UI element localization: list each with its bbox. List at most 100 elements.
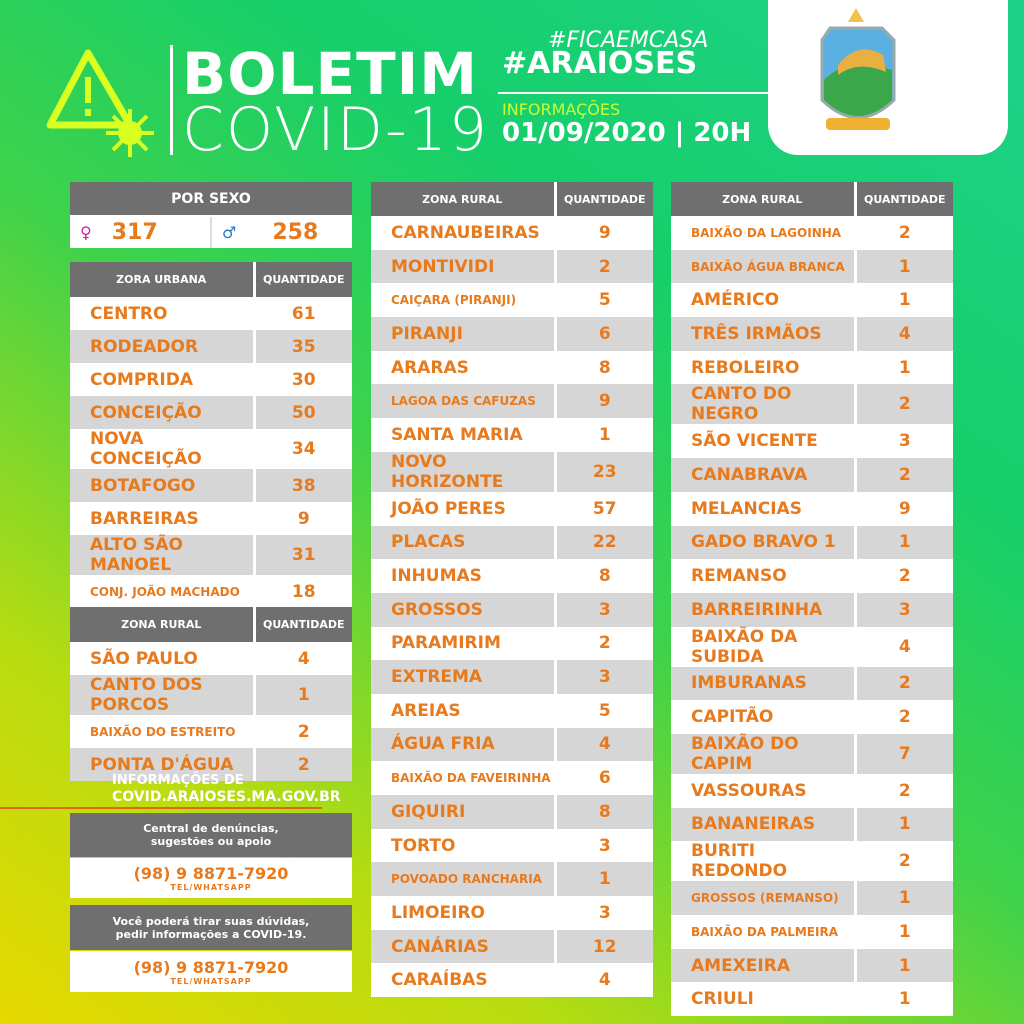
- sexo-header: POR SEXO: [70, 182, 352, 215]
- locality-name: PARAMIRIM: [371, 626, 557, 661]
- case-count: 3: [598, 835, 611, 856]
- locality-name: INHUMAS: [371, 559, 557, 593]
- case-count: 1: [855, 807, 953, 842]
- case-count: 4: [598, 970, 611, 991]
- column-header: ZORA URBANA: [70, 262, 256, 297]
- locality-name: CONCEIÇÃO: [70, 396, 256, 429]
- table-row: BOTAFOGO 38: [70, 469, 352, 502]
- male-icon: ♂: [222, 223, 237, 242]
- table-row: NOVA CONCEIÇÃO 34: [70, 429, 352, 469]
- locality-name: GROSSOS: [371, 592, 557, 627]
- hashtag-ficaemcasa: #FICAEMCASA: [548, 28, 709, 53]
- table-row: LAGOA DAS CAFUZAS 9: [371, 384, 653, 419]
- table-row: BAIXÃO DO CAPIM 7: [671, 733, 953, 774]
- case-count: 50: [254, 396, 352, 429]
- locality-name: REBOLEIRO: [671, 350, 857, 385]
- locality-name: BURITI REDONDO: [671, 841, 857, 882]
- table-row: SÃO PAULO 4: [70, 642, 352, 675]
- table-row: CARNAUBEIRAS 9: [371, 216, 653, 250]
- case-count: 4: [555, 727, 653, 762]
- divider: [498, 92, 768, 94]
- locality-name: EXTREMA: [371, 660, 557, 694]
- table-row: PONTA D'ÁGUA 2: [70, 748, 352, 781]
- locality-name: MONTIVIDI: [371, 249, 557, 284]
- locality-name: ALTO SÃO MANOEL: [70, 535, 256, 575]
- phone-number[interactable]: (98) 9 8871-7920: [133, 957, 289, 977]
- case-count: 31: [254, 535, 352, 575]
- locality-name: BARREIRAS: [70, 502, 256, 535]
- column-header: QUANTIDADE: [855, 182, 953, 216]
- table-row: BURITI REDONDO 2: [671, 841, 953, 882]
- case-count: 1: [855, 249, 953, 284]
- locality-name: BANANEIRAS: [671, 807, 857, 842]
- case-count: 4: [898, 636, 911, 657]
- locality-name: CANÁRIAS: [371, 929, 557, 964]
- info-line: INFORMAÇÕES DE: [112, 773, 244, 788]
- locality-name: NOVA CONCEIÇÃO: [70, 429, 256, 469]
- locality-name: TORTO: [371, 828, 557, 863]
- case-count: 23: [555, 451, 653, 492]
- locality-name: MELANCIAS: [671, 491, 857, 526]
- case-count: 9: [297, 508, 310, 529]
- table-row: AREIAS 5: [371, 693, 653, 728]
- case-count: 30: [291, 369, 316, 390]
- column-header: ZONA RURAL: [671, 182, 857, 216]
- column-header: QUANTIDADE: [254, 607, 352, 642]
- locality-name: GADO BRAVO 1: [671, 525, 857, 560]
- table-row: PLACAS 22: [371, 525, 653, 560]
- table-row: RODEADOR 35: [70, 330, 352, 363]
- hashtag-araioses: #ARAIOSES: [502, 46, 698, 81]
- case-count: 2: [555, 249, 653, 284]
- table-row: SANTA MARIA 1: [371, 418, 653, 452]
- phone-number[interactable]: (98) 9 8871-7920: [133, 864, 289, 883]
- table-row: COMPRIDA 30: [70, 363, 352, 396]
- locality-name: CRIULI: [671, 982, 857, 1017]
- locality-name: ARARAS: [371, 350, 557, 385]
- female-icon: ♀: [80, 223, 92, 242]
- date: 01/09/2020 | 20H: [502, 118, 752, 148]
- locality-name: GIQUIRI: [371, 795, 557, 829]
- table-row: CANTO DO NEGRO 2: [671, 384, 953, 425]
- phone-label: TEL/WHATSAPP: [170, 976, 252, 986]
- case-count: 9: [598, 222, 611, 243]
- phone-box: (98) 9 8871-7920 TEL/WHATSAPP: [70, 858, 352, 898]
- table-row: BAIXÃO DA PALMEIRA 1: [671, 915, 953, 949]
- coat-of-arms-logo: [820, 8, 896, 130]
- locality-name: AMÉRICO: [671, 283, 857, 318]
- locality-name: CENTRO: [70, 297, 256, 330]
- warning-virus-icon: [46, 49, 154, 157]
- duvidas-box: Você poderá tirar suas dúvidas, pedir inf…: [70, 905, 352, 950]
- locality-name: CONJ. JOÃO MACHADO: [70, 575, 256, 608]
- case-count: 2: [898, 222, 911, 243]
- table-row: CENTRO 61: [70, 297, 352, 330]
- table-row: PARAMIRIM 2: [371, 626, 653, 661]
- website-link[interactable]: COVID.ARAIOSES.MA.GOV.BR: [112, 789, 341, 805]
- locality-name: BAIXÃO DA LAGOINHA: [671, 216, 857, 250]
- locality-name: AMEXEIRA: [671, 948, 857, 983]
- case-count: 1: [855, 948, 953, 983]
- table-row: CAPITÃO 2: [671, 700, 953, 734]
- table-row: BARREIRINHA 3: [671, 592, 953, 627]
- case-count: 7: [855, 733, 953, 774]
- male-count: 258: [272, 220, 319, 245]
- case-count: 1: [598, 424, 611, 445]
- table-row: CONCEIÇÃO 50: [70, 396, 352, 429]
- case-count: 2: [855, 458, 953, 492]
- info-website[interactable]: INFORMAÇÕES DE COVID.ARAIOSES.MA.GOV.BR: [112, 773, 341, 805]
- case-count: 2: [297, 721, 310, 742]
- case-count: 8: [598, 566, 611, 587]
- table-row: IMBURANAS 2: [671, 666, 953, 701]
- case-count: 2: [898, 707, 911, 728]
- table-row: CANTO DOS PORCOS 1: [70, 675, 352, 715]
- case-count: 34: [291, 439, 316, 459]
- locality-name: SÃO PAULO: [70, 642, 256, 675]
- locality-name: BAIXÃO ÁGUA BRANCA: [671, 249, 857, 284]
- table-row: MELANCIAS 9: [671, 491, 953, 526]
- table-row: INHUMAS 8: [371, 559, 653, 593]
- table-row: BARREIRAS 9: [70, 502, 352, 535]
- table-row: REMANSO 2: [671, 559, 953, 593]
- locality-name: CANTO DO NEGRO: [671, 384, 857, 425]
- table-row: CANÁRIAS 12: [371, 929, 653, 964]
- locality-name: BAIXÃO DA FAVEIRINHA: [371, 761, 557, 795]
- locality-name: IMBURANAS: [671, 666, 857, 701]
